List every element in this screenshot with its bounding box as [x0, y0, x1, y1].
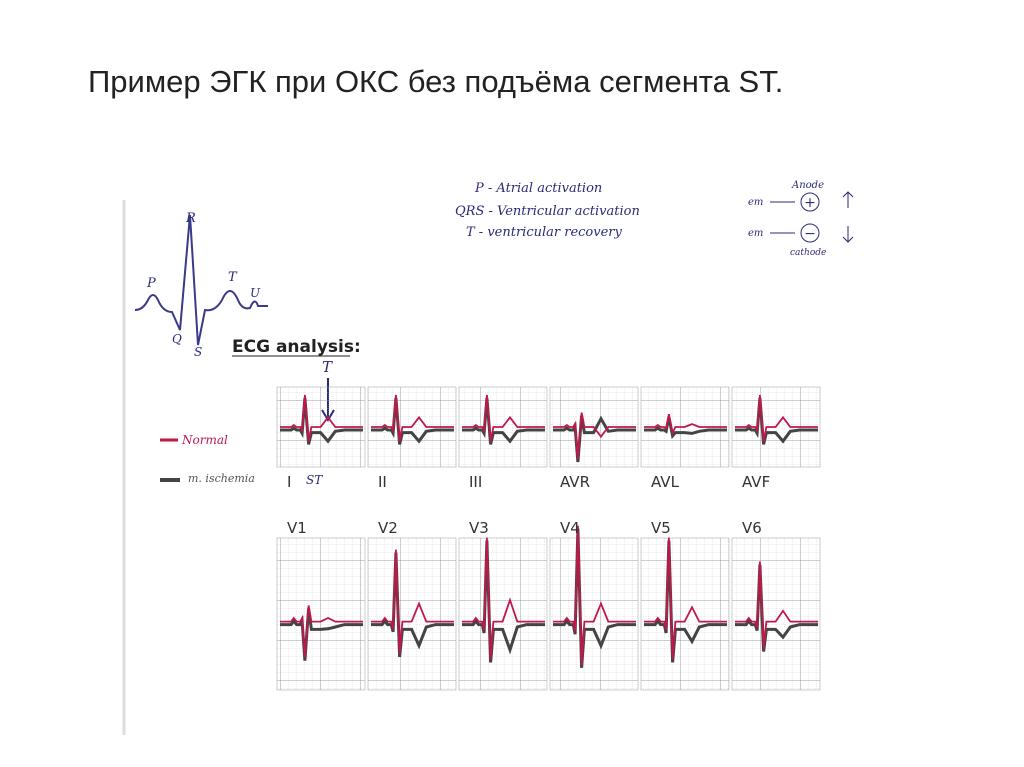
lead-label: V6: [742, 519, 762, 537]
wave-label: P: [146, 276, 156, 291]
em-label: em: [748, 197, 763, 208]
normal-trace: [735, 394, 818, 442]
lead-label: III: [469, 473, 482, 491]
wave-label: T: [228, 270, 238, 285]
electrode: [800, 223, 820, 243]
lead-label: II: [378, 473, 387, 491]
electrode: [800, 192, 820, 212]
wave-label: R: [185, 211, 196, 226]
normal-trace: [462, 394, 545, 442]
analysis-title: ECG analysis:: [232, 337, 361, 357]
normal-trace: [462, 537, 545, 660]
ecg-grid: [549, 537, 639, 691]
cathode-label: cathode: [790, 248, 826, 258]
normal-trace: [371, 394, 454, 442]
ecg-grid: [276, 537, 366, 691]
schematic-wave: [134, 214, 268, 346]
em-label: em: [748, 228, 763, 239]
ecg-grid: [731, 537, 821, 691]
ecg-grid: [640, 537, 730, 691]
st-marker: ST: [306, 473, 323, 487]
note: QRS - Ventricular activation: [455, 204, 640, 219]
lead-label: V5: [651, 519, 671, 537]
normal-trace: [735, 561, 818, 649]
lead-label: V2: [378, 519, 398, 537]
lead-label: V1: [287, 519, 307, 537]
t-marker: T: [322, 358, 333, 376]
plus: +: [804, 195, 816, 211]
wave-label: Q: [172, 332, 182, 346]
lead-label: AVF: [742, 473, 770, 491]
lead-label: AVL: [651, 473, 680, 491]
lead-label: I: [287, 473, 291, 491]
minus: −: [804, 226, 816, 242]
direction-arrows: [842, 191, 854, 243]
lead-label: V3: [469, 519, 489, 537]
normal-trace: [644, 414, 727, 436]
key-ischemia: m. ischemia: [188, 472, 255, 485]
normal-trace: [371, 549, 454, 655]
normal-trace: [553, 525, 636, 665]
wave-label: U: [250, 286, 261, 300]
lead-label: AVR: [560, 473, 590, 491]
normal-trace: [553, 412, 636, 460]
note: P - Atrial activation: [474, 181, 602, 196]
normal-trace: [280, 394, 363, 442]
slide-title: Пример ЭГК при ОКС без подъёма сегмента …: [88, 64, 784, 99]
lead-label: V4: [560, 519, 580, 537]
ecg-grid: [367, 537, 457, 691]
normal-trace: [644, 537, 727, 660]
key-normal: Normal: [181, 433, 228, 447]
anode-label: Anode: [791, 180, 824, 191]
normal-trace: [280, 605, 363, 658]
ecg-grid: [458, 537, 548, 691]
note: T - ventricular recovery: [466, 225, 623, 240]
wave-label: S: [194, 345, 202, 359]
